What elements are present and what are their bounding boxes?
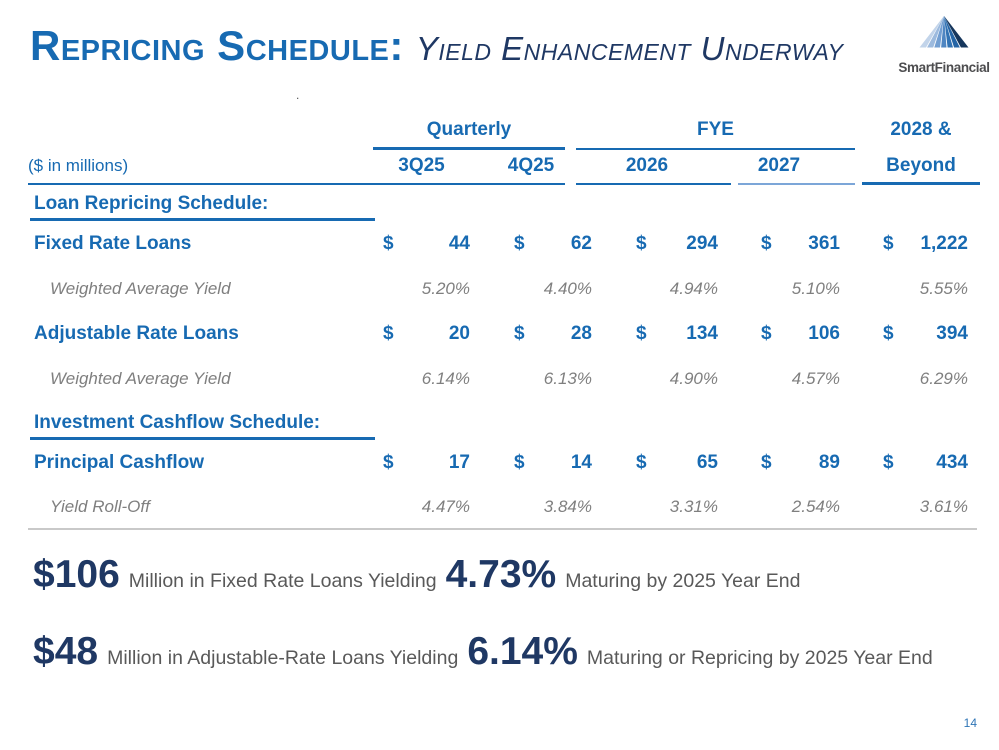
rule-beyond-bottom	[862, 182, 980, 185]
table-row-section: Loan Repricing Schedule:	[30, 189, 968, 221]
callout-text: Maturing by 2025 Year End	[565, 570, 801, 592]
group-header-quarterly: Quarterly	[426, 119, 512, 140]
cell-value: 134	[686, 322, 718, 344]
cell-value: 434	[936, 451, 968, 473]
currency-symbol: $	[636, 322, 647, 344]
units-label: ($ in millions)	[28, 156, 129, 175]
cell-value: 106	[808, 322, 840, 344]
callout-rate: 4.73%	[445, 553, 557, 596]
row-label: Loan Repricing Schedule:	[30, 193, 375, 221]
callout-amount: $106	[33, 553, 120, 596]
table-row-yield: Weighted Average Yield 6.14% 6.13% 4.90% 4.5…	[30, 356, 968, 401]
currency-symbol: $	[761, 232, 772, 254]
group-header-2028: 2028 &	[890, 119, 952, 140]
cell-value: 5.10%	[791, 278, 840, 298]
callout-fixed-rate: $106 Million in Fixed Rate Loans Yieldin…	[33, 553, 800, 597]
cell-value: 17	[448, 451, 470, 473]
row-label: Weighted Average Yield	[50, 278, 231, 298]
table-bottom-separator	[28, 528, 977, 530]
currency-symbol: $	[383, 232, 394, 254]
currency-symbol: $	[383, 451, 394, 473]
page-number: 14	[963, 716, 977, 730]
rule-header-bottom-left	[28, 183, 565, 185]
col-header-beyond: Beyond	[886, 155, 956, 176]
title-main: Repricing Schedule:	[30, 22, 404, 69]
currency-symbol: $	[514, 232, 525, 254]
row-label: Principal Cashflow	[34, 451, 204, 473]
logo-text: SmartFinancial	[898, 60, 990, 75]
cell-value: 1,222	[920, 232, 968, 254]
row-label: Fixed Rate Loans	[34, 232, 192, 254]
currency-symbol: $	[636, 451, 647, 473]
col-header-3q25: 3Q25	[398, 155, 445, 176]
callout-adjustable-rate: $48 Million in Adjustable-Rate Loans Yie…	[33, 630, 933, 674]
col-header-2027: 2027	[757, 155, 801, 176]
cell-value: 4.40%	[543, 278, 592, 298]
cell-value: 3.61%	[919, 497, 968, 516]
rule-2027-bottom	[738, 183, 855, 185]
table-row-yield: Yield Roll-Off 4.47% 3.84% 3.31% 2.54% 3.61%	[30, 485, 968, 529]
currency-symbol: $	[383, 322, 394, 344]
cell-value: 6.29%	[919, 368, 968, 388]
cell-value: 14	[570, 451, 592, 473]
callout-amount: $48	[33, 630, 99, 673]
currency-symbol: $	[514, 451, 525, 473]
cell-value: 89	[818, 451, 840, 473]
currency-symbol: $	[883, 232, 894, 254]
cell-value: 62	[570, 232, 592, 254]
cell-value: 20	[448, 322, 470, 344]
table-row-money: Adjustable Rate Loans $20 $28 $134 $106 $394	[30, 311, 968, 356]
callout-text: Million in Fixed Rate Loans Yielding	[128, 570, 437, 592]
col-header-2026: 2026	[625, 155, 669, 176]
currency-symbol: $	[883, 451, 894, 473]
currency-symbol: $	[883, 322, 894, 344]
cell-value: 394	[936, 322, 968, 344]
currency-symbol: $	[514, 322, 525, 344]
table-row-yield: Weighted Average Yield 5.20% 4.40% 4.94% 5.1…	[30, 266, 968, 311]
table-row-money: Fixed Rate Loans $44 $62 $294 $361 $1,222	[30, 221, 968, 266]
currency-symbol: $	[761, 322, 772, 344]
cell-value: 6.13%	[543, 368, 592, 388]
table-row-section: Investment Cashflow Schedule:	[30, 401, 968, 440]
smartfinancial-logo: SmartFinancial	[896, 13, 992, 75]
mountain-triangle-icon	[896, 13, 992, 59]
callout-text: Million in Adjustable-Rate Loans Yieldin…	[107, 647, 459, 669]
callout-text: Maturing or Repricing by 2025 Year End	[586, 647, 933, 669]
cell-value: 65	[696, 451, 718, 473]
page-title: Repricing Schedule: Yield Enhancement Und…	[30, 22, 843, 70]
rule-quarterly-top	[373, 147, 565, 150]
cell-value: 28	[570, 322, 592, 344]
row-label: Adjustable Rate Loans	[34, 322, 239, 344]
cell-value: 4.47%	[421, 497, 470, 516]
stray-dot: .	[296, 88, 300, 102]
title-subtitle: Yield Enhancement Underway	[415, 30, 844, 67]
cell-value: 361	[808, 232, 840, 254]
cell-value: 44	[448, 232, 470, 254]
row-label: Yield Roll-Off	[50, 497, 150, 516]
currency-symbol: $	[636, 232, 647, 254]
cell-value: 3.31%	[669, 497, 718, 516]
rule-fye-top	[576, 148, 855, 150]
cell-value: 5.20%	[421, 278, 470, 298]
rule-2026-bottom	[576, 183, 731, 185]
cell-value: 4.90%	[669, 368, 718, 388]
row-label: Weighted Average Yield	[50, 368, 231, 388]
currency-symbol: $	[761, 451, 772, 473]
cell-value: 4.94%	[669, 278, 718, 298]
cell-value: 3.84%	[543, 497, 592, 516]
col-header-4q25: 4Q25	[507, 155, 555, 176]
table-body: Loan Repricing Schedule: Fixed Rate Loans…	[30, 189, 968, 529]
table-row-money: Principal Cashflow $17 $14 $65 $89 $434	[30, 440, 968, 485]
cell-value: 5.55%	[919, 278, 968, 298]
group-header-fye: FYE	[697, 119, 734, 140]
cell-value: 6.14%	[421, 368, 470, 388]
cell-value: 2.54%	[791, 497, 840, 516]
cell-value: 4.57%	[791, 368, 840, 388]
cell-value: 294	[686, 232, 718, 254]
row-label: Investment Cashflow Schedule:	[30, 412, 375, 440]
callout-rate: 6.14%	[467, 630, 578, 673]
